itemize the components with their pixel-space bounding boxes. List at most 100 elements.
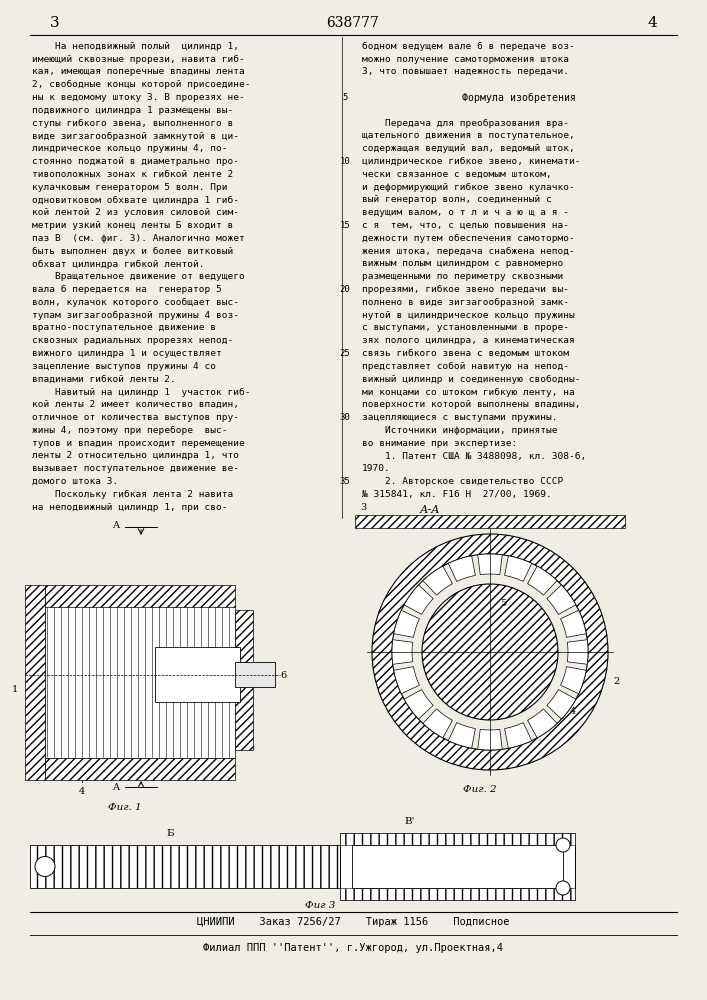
Bar — [30, 845, 340, 888]
Text: дежности путем обеспечения самотормо-: дежности путем обеспечения самотормо- — [362, 234, 575, 243]
Text: и деформирующий гибкое звено кулачко-: и деформирующий гибкое звено кулачко- — [362, 183, 575, 192]
Polygon shape — [404, 690, 433, 719]
Polygon shape — [547, 690, 576, 719]
Text: обхват цилиндра гибкой лентой.: обхват цилиндра гибкой лентой. — [32, 259, 204, 269]
Text: зацепление выступов пружины 4 со: зацепление выступов пружины 4 со — [32, 362, 216, 371]
Bar — [352, 845, 563, 888]
Text: на неподвижный цилиндр 1, при сво-: на неподвижный цилиндр 1, при сво- — [32, 503, 228, 512]
Text: виде зигзагообразной замкнутой в ци-: виде зигзагообразной замкнутой в ци- — [32, 131, 239, 141]
Text: поверхности которой выполнены впадины,: поверхности которой выполнены впадины, — [362, 400, 580, 409]
Text: кулачковым генератором 5 волн. При: кулачковым генератором 5 волн. При — [32, 183, 228, 192]
Polygon shape — [527, 566, 557, 595]
Text: 35: 35 — [339, 477, 351, 486]
Polygon shape — [404, 585, 433, 614]
Text: 25: 25 — [339, 349, 351, 358]
Text: представляет собой навитую на непод-: представляет собой навитую на непод- — [362, 362, 569, 371]
Text: кая, имеющая поперечные впадины лента: кая, имеющая поперечные впадины лента — [32, 68, 245, 77]
Polygon shape — [423, 566, 452, 595]
Text: ми концами со штоком гибкую ленту, на: ми концами со штоком гибкую ленту, на — [362, 387, 575, 397]
Text: жения штока, передача снабжена непод-: жения штока, передача снабжена непод- — [362, 247, 575, 256]
Text: 2: 2 — [613, 678, 619, 686]
Text: A: A — [112, 522, 119, 530]
Text: вижным полым цилиндром с равномерно: вижным полым цилиндром с равномерно — [362, 259, 563, 268]
Wedge shape — [372, 534, 608, 770]
Text: паз В  (см. фиг. 3). Аналогично может: паз В (см. фиг. 3). Аналогично может — [32, 234, 245, 243]
Text: ны к ведомому штоку 3. В прорезях не-: ны к ведомому штоку 3. В прорезях не- — [32, 93, 245, 102]
Polygon shape — [392, 640, 413, 664]
Text: сквозных радиальных прорезях непод-: сквозных радиальных прорезях непод- — [32, 336, 233, 345]
Text: Формула изобретения: Формула изобретения — [462, 93, 576, 103]
Text: вызывает поступательное движение ве-: вызывает поступательное движение ве- — [32, 464, 239, 473]
Text: с выступами, установленными в проре-: с выступами, установленными в проре- — [362, 324, 569, 332]
Text: В': В' — [405, 816, 415, 826]
Polygon shape — [527, 709, 557, 738]
Text: Поскольку гибкая лента 2 навита: Поскольку гибкая лента 2 навита — [32, 490, 233, 499]
Text: одновитковом обхвате цилиндра 1 гиб-: одновитковом обхвате цилиндра 1 гиб- — [32, 195, 239, 205]
Text: Фиг 3: Фиг 3 — [305, 902, 335, 910]
Text: кой ленты 2 имеет количество впадин,: кой ленты 2 имеет количество впадин, — [32, 400, 239, 409]
Text: вратно-поступательное движение в: вратно-поступательное движение в — [32, 324, 216, 332]
Text: 15: 15 — [339, 221, 351, 230]
Text: зях полого цилиндра, а кинематическая: зях полого цилиндра, а кинематическая — [362, 336, 575, 345]
Text: 2, свободные концы которой присоедине-: 2, свободные концы которой присоедине- — [32, 80, 250, 89]
Text: 1: 1 — [12, 686, 18, 694]
Polygon shape — [561, 610, 586, 637]
Polygon shape — [547, 585, 576, 614]
Text: жины 4, поэтому при переборе  выс-: жины 4, поэтому при переборе выс- — [32, 426, 228, 435]
Text: 1. Патент США № 3488098, кл. 308-6,: 1. Патент США № 3488098, кл. 308-6, — [362, 452, 586, 460]
Text: ступы гибкого звена, выполненного в: ступы гибкого звена, выполненного в — [32, 119, 233, 128]
Polygon shape — [478, 554, 502, 575]
Text: тивоположных зонах к гибкой ленте 2: тивоположных зонах к гибкой ленте 2 — [32, 170, 233, 179]
Text: зацепляющиеся с выступами пружины.: зацепляющиеся с выступами пружины. — [362, 413, 558, 422]
Text: Передача для преобразования вра-: Передача для преобразования вра- — [362, 119, 569, 128]
Circle shape — [35, 856, 55, 876]
Text: 10: 10 — [339, 157, 351, 166]
Text: 2. Авторское свидетельство СССР: 2. Авторское свидетельство СССР — [362, 477, 563, 486]
Text: бодном ведущем вале 6 в передаче воз-: бодном ведущем вале 6 в передаче воз- — [362, 42, 575, 51]
Text: 5: 5 — [500, 599, 506, 608]
Bar — [45, 606, 235, 758]
Bar — [340, 888, 575, 900]
Text: 30: 30 — [339, 413, 351, 422]
Text: 20: 20 — [339, 285, 351, 294]
Text: содержащая ведущий вал, ведомый шток,: содержащая ведущий вал, ведомый шток, — [362, 144, 575, 153]
Polygon shape — [568, 640, 588, 664]
Circle shape — [422, 584, 558, 720]
Bar — [155, 647, 240, 702]
Text: вала 6 передается на  генератор 5: вала 6 передается на генератор 5 — [32, 285, 222, 294]
Text: ленты 2 относительно цилиндра 1, что: ленты 2 относительно цилиндра 1, что — [32, 452, 239, 460]
Text: линдрическое кольцо пружины 4, по-: линдрическое кольцо пружины 4, по- — [32, 144, 228, 153]
Text: кой лентой 2 из условия силовой сим-: кой лентой 2 из условия силовой сим- — [32, 208, 239, 217]
Polygon shape — [394, 610, 419, 637]
Text: ведущим валом, о т л и ч а ю щ а я -: ведущим валом, о т л и ч а ю щ а я - — [362, 208, 569, 217]
Bar — [45, 758, 235, 780]
Text: 1970.: 1970. — [362, 464, 391, 473]
Text: тупов и впадин происходит перемещение: тупов и впадин происходит перемещение — [32, 439, 245, 448]
Text: 6: 6 — [280, 670, 286, 680]
Text: впадинами гибкой ленты 2.: впадинами гибкой ленты 2. — [32, 375, 176, 384]
Text: чески связанное с ведомым штоком,: чески связанное с ведомым штоком, — [362, 170, 551, 179]
Text: связь гибкого звена с ведомым штоком: связь гибкого звена с ведомым штоком — [362, 349, 569, 358]
Text: Фиг. 1: Фиг. 1 — [108, 804, 142, 812]
Text: размещенными по периметру сквозными: размещенными по периметру сквозными — [362, 272, 563, 281]
Text: № 315841, кл. F16 Н  27/00, 1969.: № 315841, кл. F16 Н 27/00, 1969. — [362, 490, 551, 499]
Text: A: A — [112, 784, 119, 792]
Text: полнено в виде зигзагообразной замк-: полнено в виде зигзагообразной замк- — [362, 298, 569, 307]
Text: Филиал ППП ''Патент'', г.Ужгород, ул.Проектная,4: Филиал ППП ''Патент'', г.Ужгород, ул.Про… — [203, 943, 503, 953]
Text: щательного движения в поступательное,: щательного движения в поступательное, — [362, 131, 575, 140]
Circle shape — [556, 838, 570, 852]
Text: 4: 4 — [79, 787, 85, 796]
Text: 5: 5 — [342, 93, 348, 102]
Text: вижный цилиндр и соединенную свободны-: вижный цилиндр и соединенную свободны- — [362, 375, 580, 384]
Text: 4: 4 — [647, 16, 657, 30]
Bar — [235, 610, 253, 750]
Text: Источники информации, принятые: Источники информации, принятые — [362, 426, 558, 435]
Text: 4: 4 — [570, 708, 576, 716]
Text: метрии узкий конец ленты Б входит в: метрии узкий конец ленты Б входит в — [32, 221, 233, 230]
Text: 638777: 638777 — [327, 16, 380, 30]
Text: волн, кулачок которого сообщает выс-: волн, кулачок которого сообщает выс- — [32, 298, 239, 307]
Bar — [355, 515, 625, 528]
Text: тупам зигзагообразной пружины 4 воз-: тупам зигзагообразной пружины 4 воз- — [32, 311, 239, 320]
Text: Фиг. 2: Фиг. 2 — [463, 786, 497, 794]
Text: 3: 3 — [50, 16, 60, 30]
